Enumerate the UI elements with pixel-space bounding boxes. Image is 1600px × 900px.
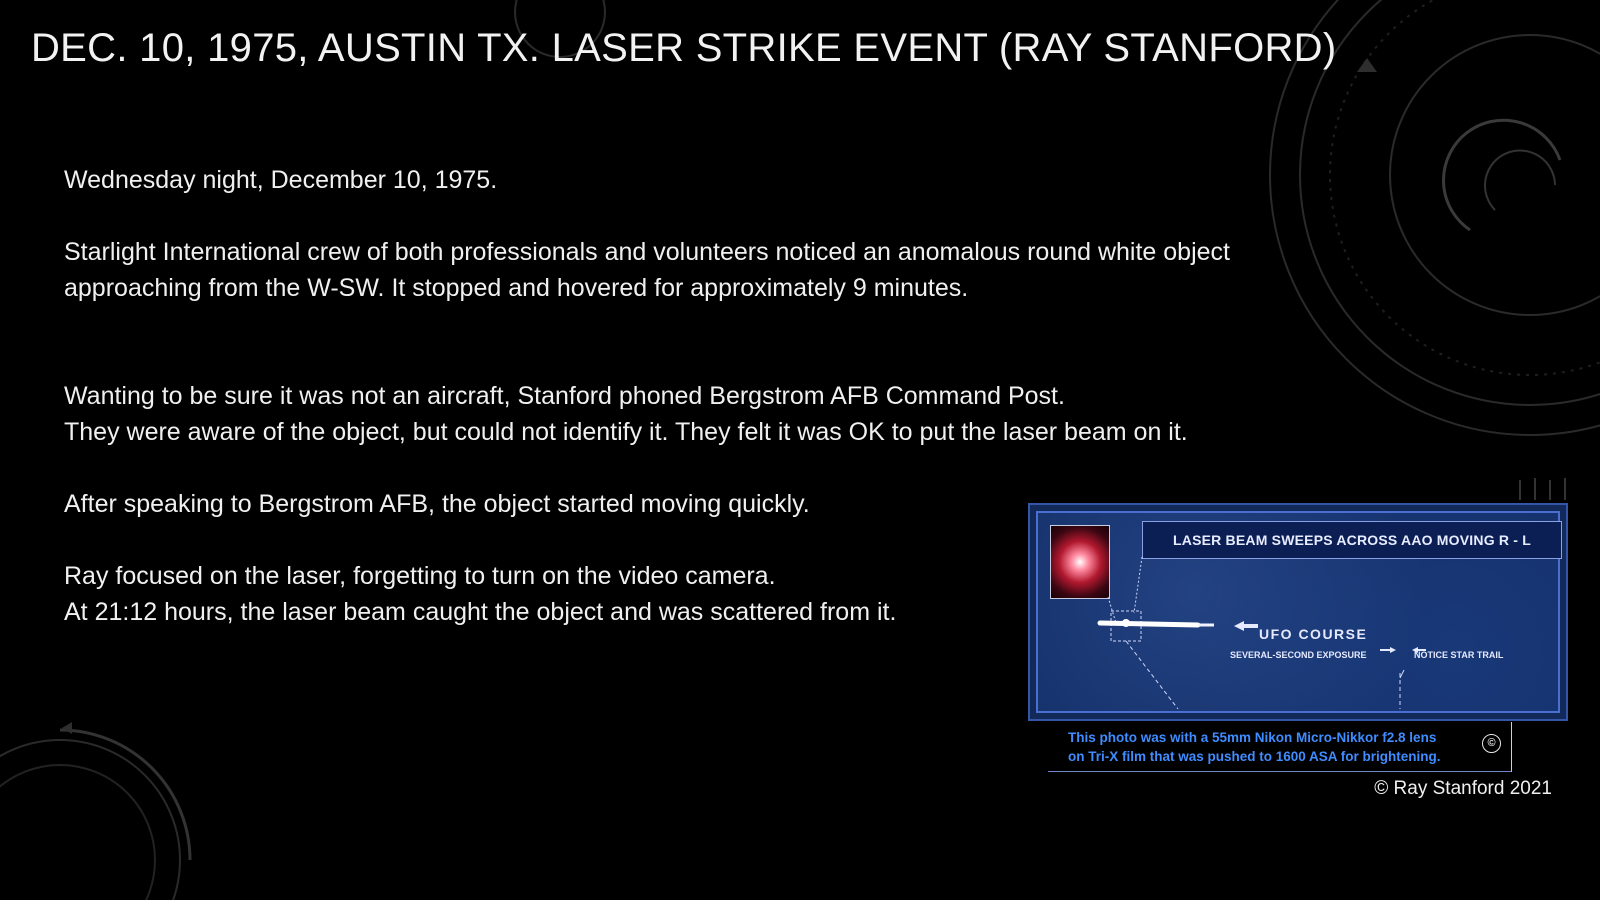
photo-technical-caption: This photo was with a 55mm Nikon Micro-N… <box>1048 722 1512 772</box>
body-text: Wednesday night, December 10, 1975. Star… <box>64 162 1404 630</box>
paragraph-sighting-line-1: Starlight International crew of both pro… <box>64 238 1230 266</box>
slide-title: DEC. 10, 1975, AUSTIN TX. LASER STRIKE E… <box>31 26 1337 70</box>
exposure-label: SEVERAL-SECOND EXPOSURE <box>1230 650 1367 660</box>
laser-strike-photo: LASER BEAM SWEEPS ACROSS AAO MOVING R - … <box>1028 503 1568 721</box>
paragraph-sighting-line-2: approaching from the W-SW. It stopped an… <box>64 274 969 302</box>
object-closeup-inset <box>1050 525 1110 599</box>
photo-annotations <box>1097 556 1426 710</box>
photo-frame: LASER BEAM SWEEPS ACROSS AAO MOVING R - … <box>1036 511 1562 713</box>
paragraph-laser-line-2: At 21:12 hours, the laser beam caught th… <box>64 598 897 626</box>
copyright-credit: © Ray Stanford 2021 <box>1374 778 1552 799</box>
photo-caption-box: LASER BEAM SWEEPS ACROSS AAO MOVING R - … <box>1142 521 1562 559</box>
paragraph-phone-call-line-1: Wanting to be sure it was not an aircraf… <box>64 382 1065 410</box>
photo-caption-line-1: This photo was with a 55mm Nikon Micro-N… <box>1068 730 1437 745</box>
paragraph-object-moving: After speaking to Bergstrom AFB, the obj… <box>64 490 810 518</box>
paragraph-phone-call-line-2: They were aware of the object, but could… <box>64 418 1188 446</box>
copyright-icon: © <box>1482 734 1501 753</box>
paragraph-laser-line-1: Ray focused on the laser, forgetting to … <box>64 562 776 590</box>
ufo-course-label: UFO COURSE <box>1259 626 1368 642</box>
star-trail-label: NOTICE STAR TRAIL <box>1414 650 1504 660</box>
photo-caption-line-2: on Tri-X film that was pushed to 1600 AS… <box>1068 749 1441 764</box>
paragraph-date: Wednesday night, December 10, 1975. <box>64 166 498 194</box>
